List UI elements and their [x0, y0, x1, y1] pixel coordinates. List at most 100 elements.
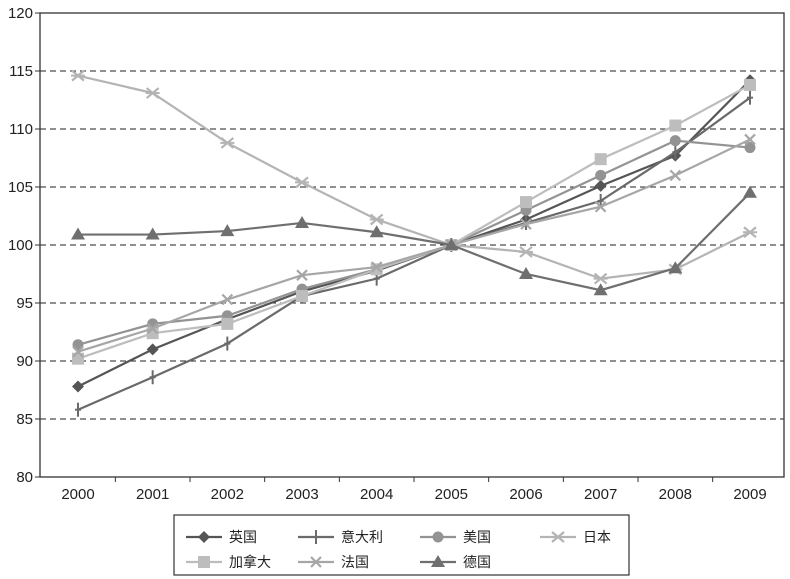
legend-swatch-marker-0: [198, 531, 210, 543]
data-point-3-2000: [71, 69, 85, 82]
data-point-6-2005: [444, 238, 459, 250]
data-point-1-2009: [747, 90, 753, 105]
data-point-5-2006: [520, 218, 532, 230]
x-tick-label-2007: 2007: [584, 486, 617, 503]
data-point-2-2009: [744, 142, 756, 154]
x-tick-label-2002: 2002: [211, 486, 244, 503]
series-1: [75, 90, 753, 417]
data-point-1-2001: [149, 370, 156, 385]
data-point-6-2003: [295, 215, 309, 228]
x-tick-label-2006: 2006: [509, 486, 542, 503]
series-line-4: [77, 83, 751, 360]
legend-item-5: 法国: [298, 555, 369, 571]
data-point-4-2007: [594, 153, 607, 166]
y-tick-label-120: 120: [8, 5, 33, 22]
y-tick-label-80: 80: [16, 469, 33, 486]
legend-label-3: 日本: [583, 530, 611, 546]
x-axis-ticks: 2000 2001 2002 2003 2004 2005 2006 2007 2008 2009: [61, 477, 767, 503]
y-tick-label-85: 85: [16, 411, 33, 428]
legend-label-0: 英国: [229, 529, 257, 546]
series-3: [71, 69, 757, 285]
legend-label-2: 美国: [463, 530, 491, 546]
y-tick-label-95: 95: [16, 295, 33, 312]
data-point-3-2007: [593, 272, 608, 285]
data-point-1-2002: [224, 336, 231, 351]
series-line-5: [77, 138, 751, 353]
data-point-6-2006: [519, 267, 533, 279]
legend-label-6: 德国: [463, 555, 491, 571]
legend-swatch-marker-4: [198, 556, 210, 568]
data-point-3-2003: [295, 176, 309, 189]
data-point-6-2002: [220, 224, 235, 237]
data-point-5-2007: [594, 200, 607, 213]
x-tick-label-2004: 2004: [360, 486, 393, 503]
series-line-3: [77, 74, 751, 280]
data-point-4-2009: [744, 78, 756, 91]
data-point-5-2008: [669, 169, 682, 182]
data-point-1-2008: [672, 145, 679, 160]
series-5: [72, 133, 756, 358]
legend-item-3: 日本: [540, 530, 611, 546]
legend-box: [173, 514, 630, 576]
data-point-6-2008: [668, 261, 683, 274]
legend-item-6: 德国: [420, 555, 491, 571]
data-point-0-2001: [146, 343, 159, 356]
y-tick-label-115: 115: [9, 63, 33, 80]
data-point-5-2004: [370, 261, 383, 273]
series-line-6: [78, 192, 751, 292]
data-point-4-2002: [221, 317, 234, 330]
data-point-4-2006: [520, 196, 532, 209]
data-point-2-2008: [669, 135, 681, 147]
legend-item-2: 美国: [420, 530, 491, 546]
y-tick-label-105: 105: [8, 179, 33, 196]
data-point-5-2009: [744, 133, 756, 146]
data-point-2-2007: [595, 169, 607, 181]
data-point-6-2007: [593, 283, 608, 296]
series-line-1: [77, 96, 751, 411]
x-tick-label-2009: 2009: [733, 486, 766, 503]
data-point-1-2000: [75, 402, 81, 417]
x-tick-label-2005: 2005: [435, 486, 468, 503]
data-point-6-2009: [743, 185, 757, 198]
y-tick-label-110: 110: [9, 121, 33, 138]
data-point-6-2004: [369, 225, 384, 238]
legend-swatch-marker-5: [310, 556, 322, 568]
data-point-0-2007: [594, 179, 607, 192]
legend-label-1: 意大利: [341, 529, 383, 546]
data-point-6-2001: [145, 227, 160, 240]
legend-swatch-marker-6: [431, 555, 445, 567]
grid-lines: [40, 70, 784, 420]
data-point-5-2000: [72, 345, 84, 358]
data-point-0-2000: [72, 380, 84, 393]
data-point-5-2003: [296, 269, 308, 281]
data-point-3-2006: [519, 246, 533, 258]
data-point-3-2002: [220, 137, 235, 149]
series-line-2: [77, 139, 751, 346]
data-point-5-2002: [221, 293, 234, 306]
data-point-3-2001: [145, 87, 160, 99]
y-tick-label-100: 100: [8, 237, 33, 254]
legend-label-4: 加拿大: [229, 554, 271, 571]
legend-label-5: 法国: [341, 555, 369, 571]
data-point-3-2004: [369, 213, 384, 226]
series-group: [71, 69, 757, 417]
y-tick-label-90: 90: [16, 353, 33, 370]
series-6: [71, 185, 757, 296]
x-tick-label-2001: 2001: [136, 486, 169, 503]
data-point-4-2003: [296, 290, 308, 303]
data-point-5-2001: [146, 322, 159, 335]
y-axis-ticks: 80 85 90 95 100 105 110 115 120: [8, 5, 40, 486]
x-tick-label-2008: 2008: [659, 486, 692, 503]
legend-swatch-marker-2: [432, 531, 444, 543]
x-tick-label-2003: 2003: [285, 486, 318, 503]
legend-item-1: 意大利: [298, 529, 383, 546]
legend-swatch-marker-1: [313, 530, 319, 544]
legend-item-4: 加拿大: [186, 554, 271, 571]
legend-item-0: 英国: [186, 529, 257, 546]
x-tick-label-2000: 2000: [61, 486, 94, 503]
legend-swatch-marker-3: [551, 531, 565, 543]
data-point-3-2009: [743, 226, 757, 239]
data-point-6-2000: [71, 227, 85, 240]
